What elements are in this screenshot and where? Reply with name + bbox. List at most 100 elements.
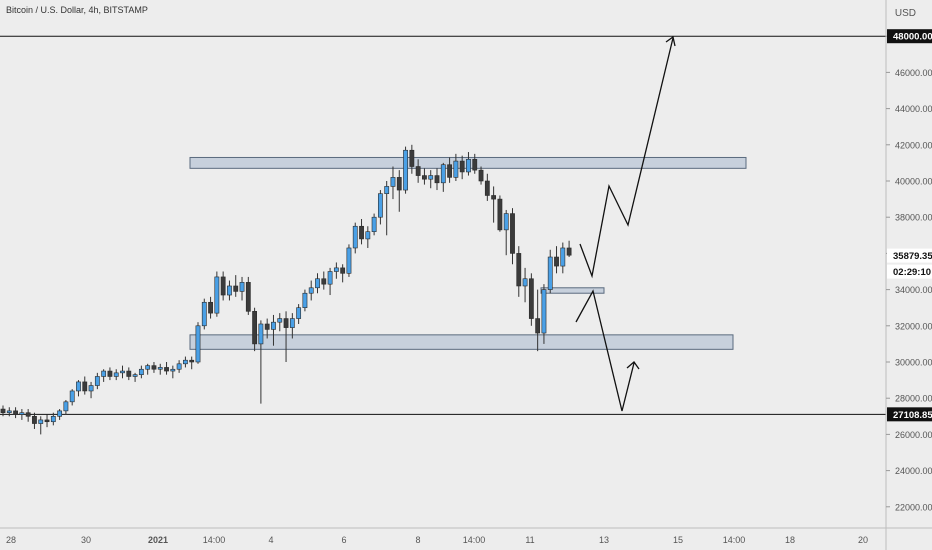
candle-body [472,158,478,171]
y-tick-label: 30000.00 [895,358,932,368]
candle-body [107,370,113,377]
x-tick-label: 15 [673,535,683,545]
candle-body [50,415,56,423]
candle-body [94,376,100,386]
candle-body [327,271,333,285]
bullish-projection-path [579,37,674,279]
candle-body [120,370,125,374]
candle-body [69,390,75,403]
horizontal-levels [0,35,886,415]
candle-body [277,318,283,323]
candle-body [145,365,151,370]
y-tick-label: 44000.00 [895,104,932,114]
candle-body [440,164,446,184]
candles [0,144,572,435]
candle-body [384,186,390,194]
candle-body [220,276,226,296]
candle-body [415,166,421,176]
candle-body [308,287,314,294]
x-tick-label: 14:00 [203,535,226,545]
mid-zone [540,287,605,294]
x-tick-label: 28 [6,535,16,545]
symbol-header: Bitcoin / U.S. Dollar, 4h, BITSTAMP [6,5,148,15]
candle-body [6,410,12,413]
y-tick-label: 22000.00 [895,502,932,512]
candle-body [252,311,257,345]
candle-body [19,412,25,415]
candle-body [447,164,452,178]
candle-body [245,282,251,312]
candle-body [434,175,440,184]
candle-body [138,368,144,375]
candle-body [566,247,572,256]
candle-body [126,370,132,377]
bearish-projection-path [575,289,635,412]
candle-body [302,292,308,309]
candle-body [57,410,63,417]
candle-body [491,195,497,200]
candle-body [503,213,509,231]
candle-body [484,180,490,196]
candle-body [25,412,31,417]
y-tick-label: 42000.00 [895,140,932,150]
candle-body [560,247,566,267]
candle-body [283,318,289,328]
candle-body [289,318,295,328]
currency-label: USD [894,8,916,19]
x-tick-label: 6 [341,535,346,545]
last-price-label: 35879.35 [893,251,932,262]
candle-body [264,323,270,330]
candle-body [547,256,553,290]
x-tick-label: 2021 [148,535,168,545]
candle-body [296,307,302,319]
level-high-label-bg [887,29,932,44]
candle-body [409,149,415,167]
candle-body [132,374,138,377]
candle-body [0,408,6,413]
support-zone [189,334,734,350]
candle-body [554,256,559,267]
candle-body [422,175,427,180]
candle-body [233,285,239,292]
candle-body [189,359,195,363]
x-tick-label: 14:00 [723,535,746,545]
candle-body [466,158,471,173]
candle-body [365,231,371,240]
candle-body [390,177,396,187]
candle-body [208,301,213,314]
x-tick-label: 18 [785,535,795,545]
grid [0,0,886,528]
candle-body [428,175,434,180]
candle-body [157,367,163,370]
candle-body [113,372,119,377]
candle-body [315,278,320,289]
candle-body [528,278,534,319]
bearish-arrowhead [626,361,640,370]
x-tick-label: 14:00 [463,535,486,545]
last-price-label-bg [887,248,932,263]
candle-body [403,149,408,191]
candle-body [516,253,522,287]
candle-body [170,368,176,372]
projection-arrows [575,35,676,412]
candle-body [541,289,547,334]
x-tick-label: 30 [81,535,91,545]
candle-body [183,359,188,365]
candle-body [201,301,207,327]
candle-body [38,419,44,424]
x-tick-label: 11 [525,535,534,545]
candle-body [164,367,169,372]
candle-body [151,365,157,370]
candle-body [333,267,339,272]
candle-body [340,267,346,274]
y-tick-label: 38000.00 [895,213,932,223]
y-tick-label: 24000.00 [895,466,932,476]
y-tick-label: 40000.00 [895,177,932,187]
candle-body [258,323,264,345]
candle-body [63,401,69,412]
y-tick-label: 28000.00 [895,394,932,404]
countdown-label-bg [887,264,932,279]
